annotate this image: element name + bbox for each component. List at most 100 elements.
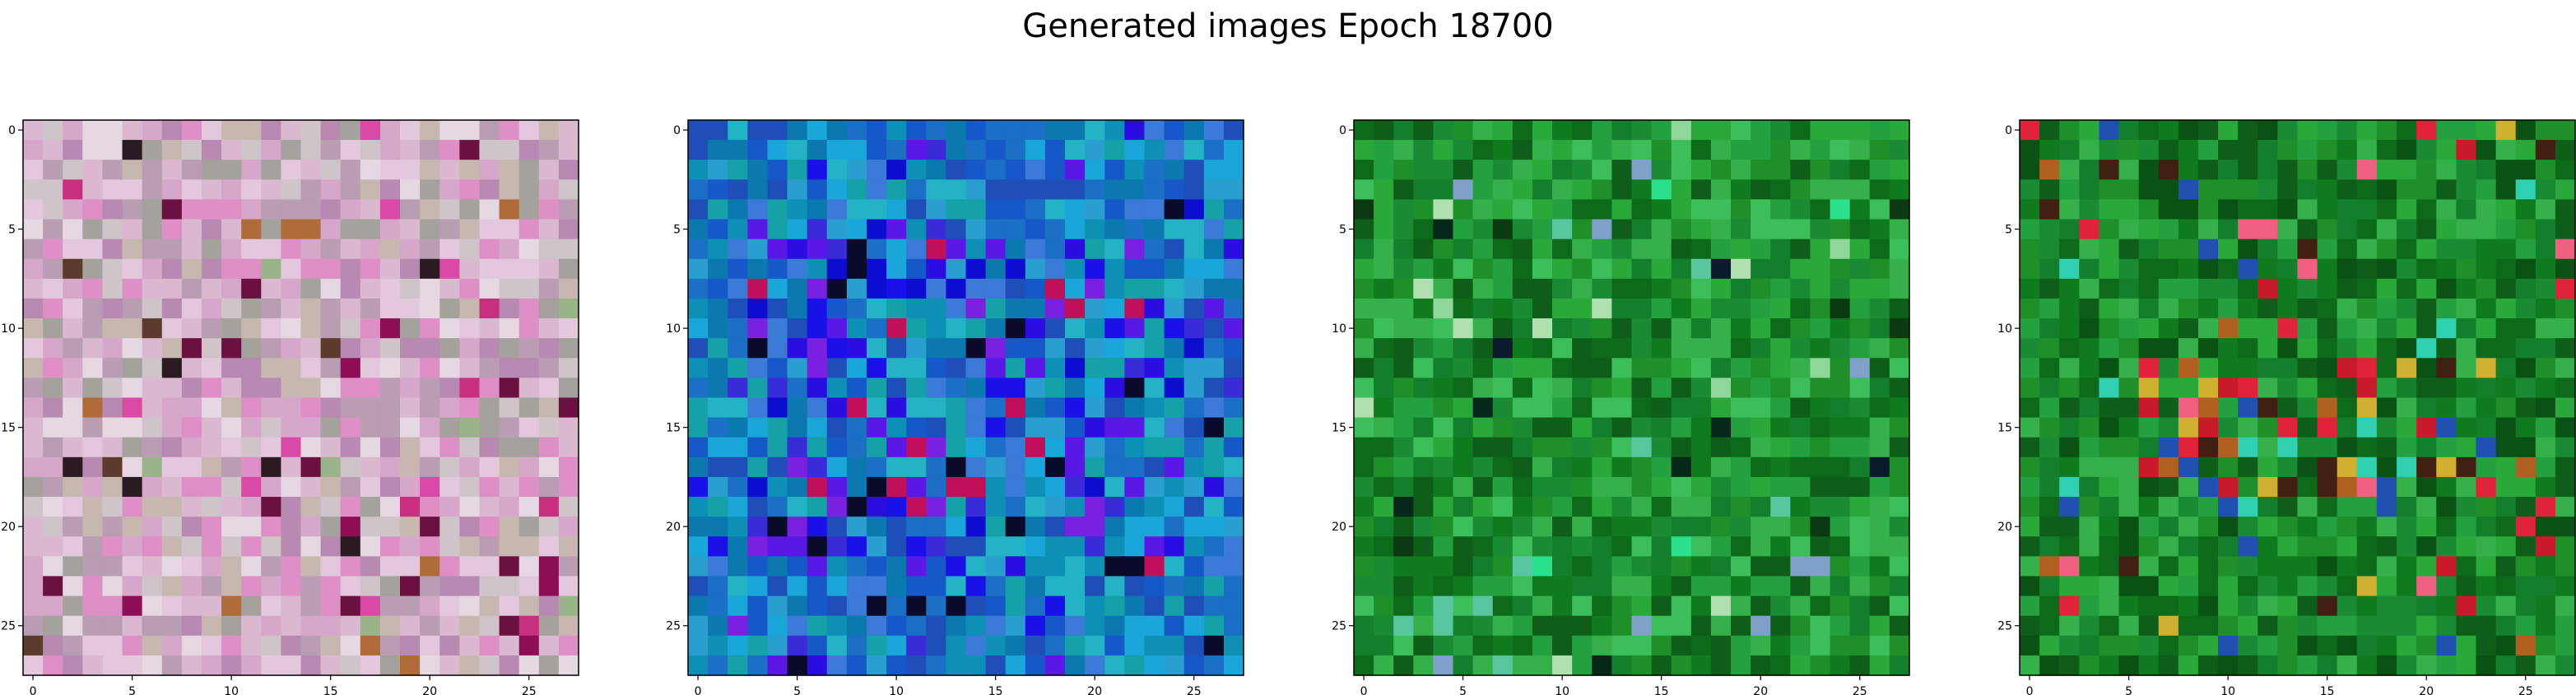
image-pixel	[2376, 397, 2397, 419]
image-pixel	[2118, 179, 2140, 201]
image-pixel	[946, 517, 967, 537]
image-pixel	[1710, 318, 1732, 339]
image-pixel	[2555, 476, 2576, 498]
image-pixel	[2535, 497, 2556, 517]
image-pixel	[379, 258, 401, 280]
image-pixel	[728, 378, 748, 399]
image-pixel	[2039, 239, 2060, 260]
image-pixel	[281, 278, 302, 299]
image-pixel	[201, 517, 222, 537]
image-pixel	[2118, 635, 2140, 656]
image-pixel	[767, 576, 788, 597]
image-pixel	[1690, 536, 1712, 557]
image-pixel	[2118, 497, 2140, 517]
image-pixel	[459, 497, 481, 517]
image-pixel	[181, 179, 202, 201]
image-pixel	[300, 378, 322, 399]
image-pixel	[1085, 199, 1105, 220]
image-pixel	[499, 219, 520, 240]
image-pixel	[1223, 615, 1244, 637]
image-pixel	[439, 497, 460, 517]
image-pixel	[2397, 576, 2417, 597]
image-pixel	[2059, 595, 2080, 617]
image-pixel	[518, 397, 540, 419]
image-pixel	[2197, 278, 2219, 299]
image-pixel	[518, 338, 540, 359]
image-pixel	[2436, 160, 2457, 180]
image-pixel	[23, 258, 44, 280]
image-pixel	[1413, 378, 1434, 399]
image-pixel	[1065, 160, 1086, 180]
image-pixel	[1354, 615, 1374, 637]
image-pixel	[1790, 378, 1811, 399]
image-pixel	[2257, 595, 2278, 617]
image-pixel	[2197, 615, 2219, 637]
image-pixel	[1164, 635, 1185, 656]
image-pixel	[1671, 437, 1692, 458]
image-pixel	[420, 655, 440, 676]
image-pixel	[420, 378, 440, 399]
image-pixel	[2197, 378, 2219, 399]
image-pixel	[1453, 635, 1474, 656]
image-pixel	[181, 595, 202, 617]
image-pixel	[2297, 556, 2318, 577]
image-pixel	[2456, 258, 2477, 280]
image-pixel	[965, 278, 987, 299]
image-pixel	[946, 298, 967, 319]
image-pixel	[1592, 417, 1612, 438]
image-pixel	[2158, 576, 2179, 597]
image-pixel	[2039, 497, 2060, 517]
image-pixel	[2277, 595, 2299, 617]
image-pixel	[2456, 536, 2477, 557]
image-pixel	[1124, 318, 1146, 339]
image-pixel	[558, 635, 579, 656]
image-pixel	[1044, 318, 1066, 339]
image-pixel	[1492, 456, 1514, 478]
image-pixel	[1164, 655, 1185, 676]
image-pixel	[1413, 239, 1434, 260]
image-pixel	[985, 417, 1007, 438]
image-pixel	[241, 615, 262, 637]
image-pixel	[946, 278, 967, 299]
image-pixel	[1611, 219, 1633, 240]
image-pixel	[2178, 358, 2199, 378]
image-pixel	[1005, 199, 1026, 220]
image-pixel	[2178, 338, 2199, 359]
image-pixel	[787, 437, 808, 458]
image-pixel	[400, 120, 421, 141]
image-pixel	[2376, 497, 2397, 517]
image-pixel	[2297, 120, 2318, 141]
image-pixel	[2059, 635, 2080, 656]
image-pixel	[1104, 655, 1125, 676]
image-pixel	[1354, 120, 1374, 141]
image-pixel	[518, 536, 540, 557]
image-pixel	[320, 635, 342, 656]
image-pixel	[1025, 239, 1046, 260]
image-pixel	[2079, 338, 2100, 359]
image-pixel	[807, 358, 828, 378]
image-pixel	[1592, 437, 1612, 458]
y-tick-label: 5	[2005, 224, 2012, 237]
image-pixel	[1085, 258, 1105, 280]
image-pixel	[2238, 476, 2258, 498]
image-pixel	[558, 278, 579, 299]
image-pixel	[1183, 576, 1205, 597]
image-pixel	[1065, 456, 1086, 478]
image-pixel	[241, 239, 262, 260]
image-pixel	[2079, 576, 2100, 597]
image-pixel	[499, 278, 520, 299]
image-pixel	[1830, 338, 1851, 359]
image-pixel	[360, 179, 381, 201]
image-pixel	[807, 417, 828, 438]
image-pixel	[2356, 338, 2378, 359]
image-pixel	[122, 456, 143, 478]
image-pixel	[1472, 576, 1494, 597]
image-pixel	[866, 497, 887, 517]
image-pixel	[1044, 219, 1066, 240]
image-pixel	[2257, 258, 2278, 280]
image-pixel	[1552, 635, 1573, 656]
image-pixel	[787, 655, 808, 676]
image-pixel	[1710, 358, 1732, 378]
image-pixel	[1413, 397, 1434, 419]
